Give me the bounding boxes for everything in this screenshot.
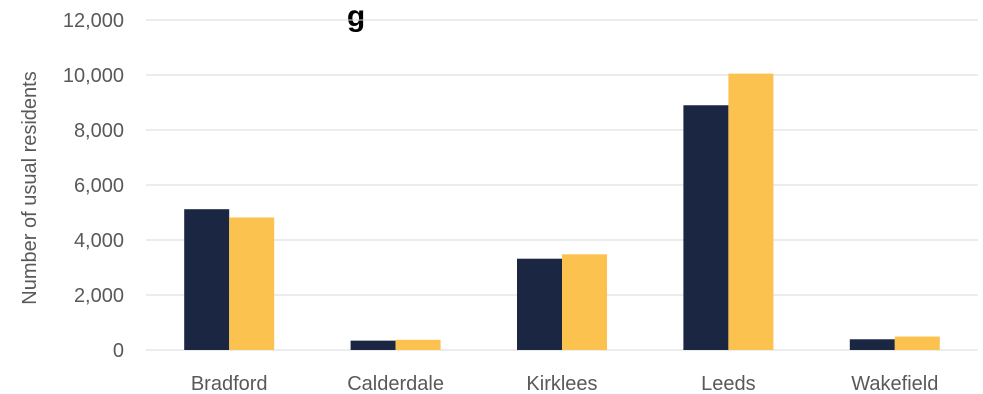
- bars: [184, 73, 940, 350]
- y-tick-label: 0: [113, 340, 124, 362]
- y-tick-label: 12,000: [63, 10, 124, 32]
- bar-wakefield-series-1: [849, 339, 895, 350]
- bar-leeds-series-1: [683, 105, 729, 350]
- y-tick-label: 10,000: [63, 65, 124, 87]
- bar-calderdale-series-1: [350, 340, 396, 350]
- x-tick-label: Bradford: [191, 373, 268, 394]
- bar-bradford-series-1: [184, 209, 230, 350]
- y-tick-label: 8,000: [74, 120, 124, 142]
- bar-kirklees-series-1: [517, 258, 562, 350]
- bar-leeds-series-2: [728, 73, 774, 350]
- gridlines: [146, 19, 978, 351]
- x-axis-ticks: Bradford Calderdale Kirklees Leeds Wakefield: [191, 373, 938, 394]
- x-tick-label: Kirklees: [526, 373, 597, 394]
- y-tick-label: 6,000: [74, 175, 124, 197]
- y-tick-label: 2,000: [74, 285, 124, 307]
- bar-calderdale-series-2: [395, 339, 441, 350]
- bar-bradford-series-2: [229, 217, 275, 350]
- x-tick-label: Wakefield: [851, 373, 938, 394]
- x-tick-label: Calderdale: [347, 373, 444, 394]
- chart-title-fragment: g: [347, 0, 365, 33]
- bar-wakefield-series-2: [894, 336, 940, 350]
- bar-kirklees-series-2: [562, 254, 607, 350]
- y-axis-title: Number of usual residents: [19, 71, 41, 304]
- x-tick-label: Leeds: [701, 373, 756, 394]
- y-axis-ticks: 0 2,000 4,000 6,000 8,000 10,000 12,000: [63, 10, 124, 362]
- y-tick-label: 4,000: [74, 230, 124, 252]
